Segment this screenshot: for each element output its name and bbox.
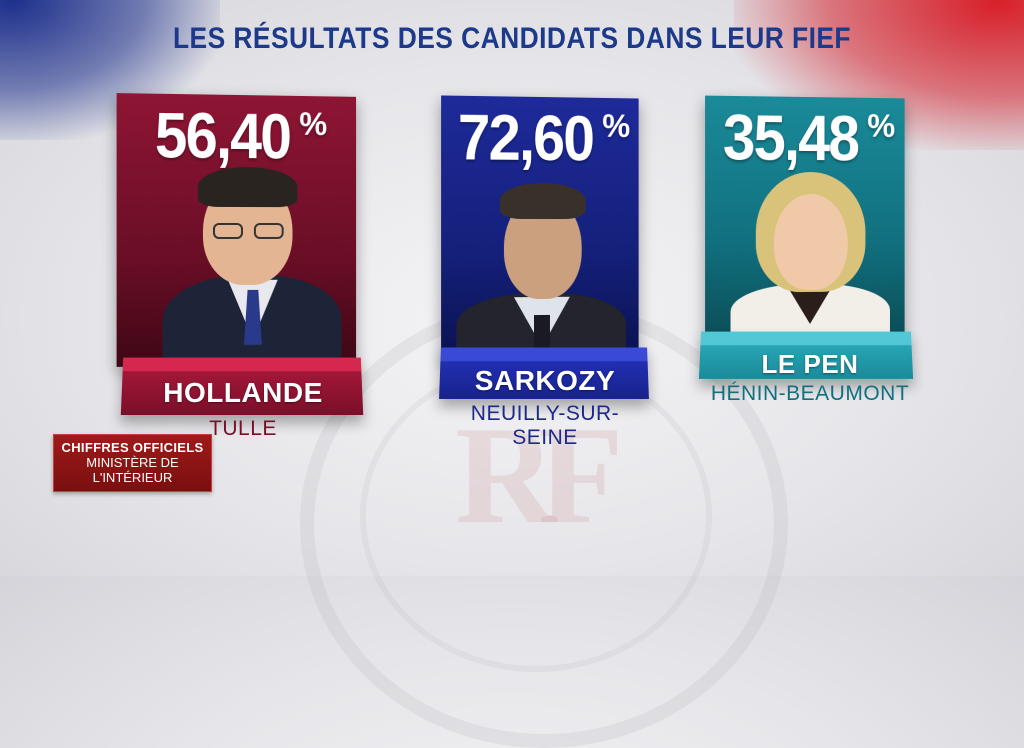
candidate-photo bbox=[725, 172, 894, 342]
score-label: 56,40% bbox=[117, 97, 356, 174]
score-value: 72,60 bbox=[458, 100, 593, 176]
candidate-city: NEUILLY-SUR-SEINE bbox=[440, 402, 650, 450]
candidate-card-hollande: 56,40% HOLLANDE TULLE bbox=[118, 95, 368, 440]
source-line-2: MINISTÈRE DE bbox=[54, 455, 211, 470]
candidate-name: HOLLANDE bbox=[118, 377, 368, 409]
percent-sign: % bbox=[602, 108, 630, 144]
percent-sign: % bbox=[867, 108, 895, 144]
score-label: 72,60% bbox=[441, 100, 639, 176]
source-title: CHIFFRES OFFICIELS bbox=[54, 440, 211, 455]
candidate-name: LE PEN bbox=[704, 349, 916, 380]
source-badge: CHIFFRES OFFICIELS MINISTÈRE DE L'INTÉRI… bbox=[53, 434, 212, 492]
page-title: LES RÉSULTATS DES CANDIDATS DANS LEUR FI… bbox=[61, 22, 962, 56]
score-label: 35,48% bbox=[705, 100, 905, 176]
candidate-photo bbox=[451, 174, 631, 356]
source-line-3: L'INTÉRIEUR bbox=[54, 470, 211, 485]
score-value: 56,40 bbox=[155, 98, 290, 174]
percent-sign: % bbox=[299, 106, 327, 142]
candidate-name: SARKOZY bbox=[440, 365, 650, 397]
candidate-panel: 35,48% bbox=[705, 96, 905, 341]
candidate-card-sarkozy: 72,60% SARKOZY NEUILLY-SUR-SEINE bbox=[440, 97, 650, 437]
score-value: 35,48 bbox=[723, 100, 858, 175]
candidate-photo bbox=[157, 164, 346, 366]
candidate-panel: 56,40% bbox=[117, 93, 356, 367]
candidate-city: HÉNIN-BEAUMONT bbox=[704, 382, 916, 406]
candidate-card-le-pen: 35,48% LE PEN HÉNIN-BEAUMONT bbox=[704, 97, 916, 417]
candidate-panel: 72,60% bbox=[441, 95, 639, 360]
